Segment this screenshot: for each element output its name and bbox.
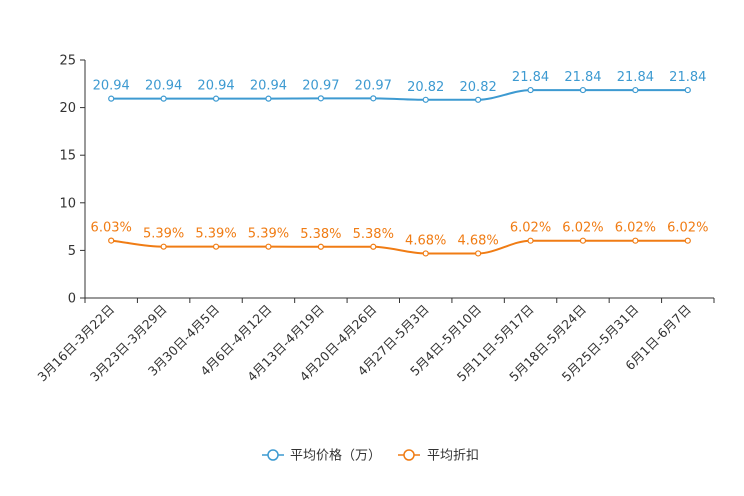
- legend[interactable]: 平均价格（万） 平均折扣: [262, 448, 479, 464]
- y-tick-label: 20: [59, 101, 76, 116]
- data-point: [527, 86, 534, 94]
- data-point: [265, 95, 272, 102]
- legend-label: 平均价格（万）: [290, 448, 381, 464]
- data-point: [160, 243, 167, 250]
- data-label: 20.97: [302, 78, 339, 93]
- data-point: [317, 95, 324, 102]
- x-axis: 3月16日-3月22日3月23日-3月29日3月30日-4月5日4月6日-4月1…: [34, 297, 715, 384]
- data-label: 20.97: [355, 78, 392, 93]
- data-point: [265, 243, 272, 250]
- data-point: [160, 95, 167, 102]
- y-tick-label: 0: [68, 292, 76, 307]
- data-label: 6.02%: [667, 221, 708, 236]
- series-line: [111, 239, 688, 255]
- data-label: 5.39%: [143, 227, 184, 242]
- data-point: [527, 237, 534, 244]
- data-label: 21.84: [564, 70, 601, 85]
- legend-item-avg-price[interactable]: 平均价格（万）: [262, 448, 381, 464]
- series-line: [111, 89, 688, 101]
- data-point: [108, 237, 115, 244]
- data-label: 20.94: [250, 79, 287, 94]
- data-point: [684, 86, 691, 94]
- data-point: [475, 96, 482, 103]
- data-label: 21.84: [512, 70, 549, 85]
- data-label: 20.82: [460, 80, 497, 95]
- data-label: 20.94: [145, 79, 182, 94]
- data-label: 4.68%: [457, 233, 498, 248]
- y-axis: 0 5 10 15 20 25: [59, 54, 86, 307]
- data-point: [370, 95, 377, 102]
- data-label: 20.82: [407, 80, 444, 95]
- data-label: 6.02%: [510, 221, 551, 236]
- data-label: 6.02%: [615, 221, 656, 236]
- data-point: [422, 250, 429, 257]
- legend-label: 平均折扣: [427, 449, 479, 464]
- data-point: [684, 237, 691, 244]
- y-tick-label: 25: [59, 54, 76, 69]
- data-point: [212, 95, 220, 102]
- data-point: [212, 243, 220, 250]
- data-point: [579, 237, 587, 244]
- series-avg-price: 20.94 20.94 20.94 20.94 20.97 20.97 20.82 20.82…: [93, 70, 706, 103]
- y-tick-label: 5: [68, 244, 76, 259]
- legend-marker-icon: [267, 449, 279, 461]
- data-point: [422, 96, 429, 103]
- data-label: 6.03%: [91, 221, 132, 236]
- y-tick-label: 15: [59, 149, 76, 164]
- data-point: [475, 250, 482, 257]
- series-avg-discount: 6.03% 5.39% 5.39% 5.39% 5.38% 5.38% 4.68% 4.68%…: [91, 221, 708, 257]
- data-point: [108, 95, 115, 102]
- data-label: 21.84: [669, 70, 706, 85]
- data-label: 5.39%: [248, 227, 289, 242]
- legend-item-avg-discount[interactable]: 平均折扣: [398, 449, 479, 464]
- legend-marker-icon: [403, 449, 415, 461]
- data-label: 6.02%: [562, 221, 603, 236]
- y-tick-label: 10: [59, 196, 76, 211]
- data-label: 5.38%: [353, 227, 394, 242]
- data-label: 20.94: [197, 79, 234, 94]
- data-point: [579, 86, 587, 94]
- data-label: 20.94: [93, 79, 130, 94]
- data-label: 5.39%: [195, 227, 236, 242]
- data-point: [632, 237, 639, 244]
- data-label: 4.68%: [405, 233, 446, 248]
- data-point: [370, 243, 377, 250]
- data-point: [632, 86, 639, 94]
- data-point: [317, 243, 324, 250]
- series-layer: 20.94 20.94 20.94 20.94 20.97 20.97 20.82 20.82…: [91, 70, 708, 257]
- data-label: 5.38%: [300, 227, 341, 242]
- data-label: 21.84: [617, 70, 654, 85]
